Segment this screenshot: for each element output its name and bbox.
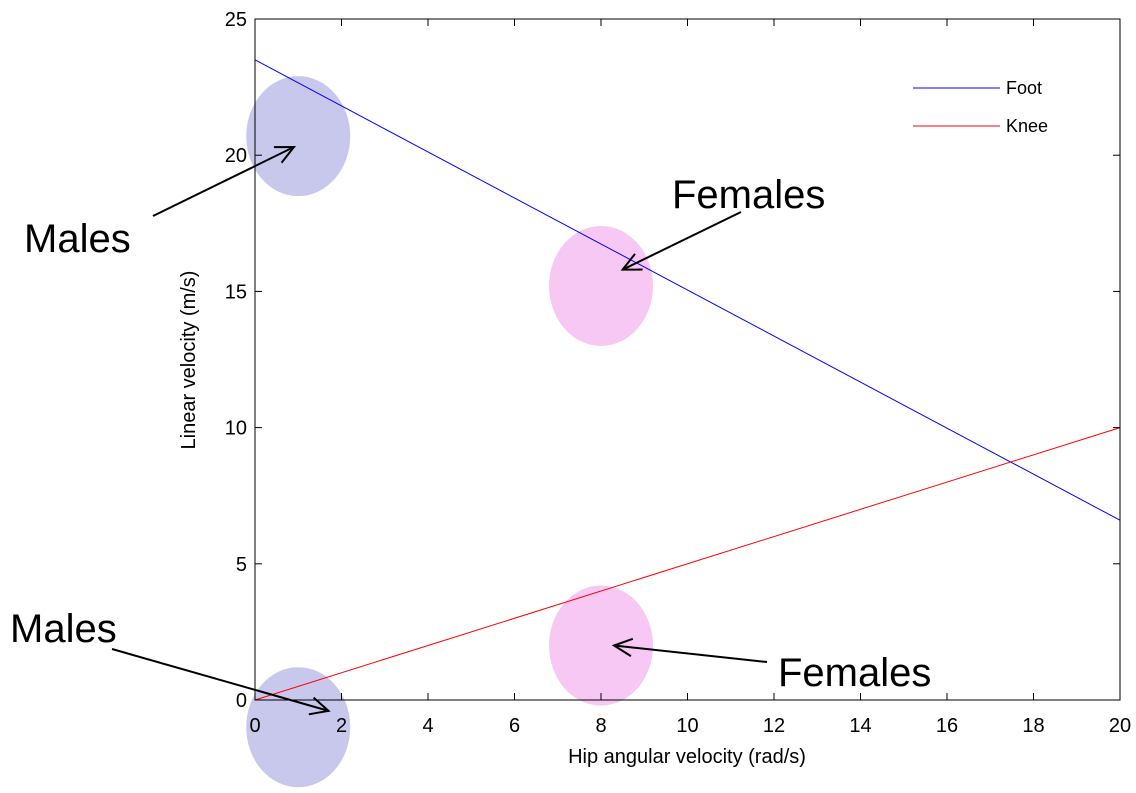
highlight-layer (246, 76, 653, 788)
legend: Foot Knee (913, 78, 1048, 136)
x-tick-label: 4 (422, 715, 433, 737)
annotation-arrow-head-1 (620, 253, 643, 271)
x-tick-label: 18 (1022, 715, 1044, 737)
annotation-label-1: Females (672, 173, 825, 217)
x-tick-label: 10 (676, 715, 698, 737)
annotation-label-2: Males (10, 607, 117, 651)
y-tick-label: 0 (236, 690, 247, 712)
y-tick-label: 15 (225, 281, 247, 303)
annotation-arrow-shaft-0 (152, 146, 295, 217)
series-line-knee (254, 427, 1121, 701)
tick-layer: 0 2 4 6 8 10 12 14 16 18 20 0 5 10 15 20 25 (225, 9, 1131, 737)
annotation-arrow-head-3 (611, 637, 634, 657)
y-tick-label: 10 (225, 418, 247, 440)
annotation-arrow-shaft-3 (613, 644, 768, 663)
highlight-ellipse-males-3 (246, 667, 351, 788)
annotation-label-0: Males (24, 217, 131, 261)
x-tick-label: 0 (249, 715, 260, 737)
x-tick-label: 16 (936, 715, 958, 737)
annotation-arrow-shaft-1 (622, 211, 742, 271)
legend-label-foot: Foot (1006, 78, 1042, 98)
annotation-layer: Males Females Males Females (10, 146, 931, 716)
highlight-ellipse-females-1 (549, 225, 653, 346)
x-tick-label: 2 (336, 715, 347, 737)
highlight-ellipse-females-2 (549, 585, 653, 706)
annotation-arrow-head-0 (273, 146, 296, 164)
annotation-arrow-head-2 (308, 696, 331, 716)
annotation-arrow-shaft-2 (111, 648, 329, 712)
x-tick-label: 20 (1109, 715, 1131, 737)
y-tick-label: 20 (225, 145, 247, 167)
legend-label-knee: Knee (1006, 116, 1048, 136)
annotation-label-3: Females (778, 651, 931, 695)
x-tick-label: 14 (849, 715, 871, 737)
y-axis-title: Linear velocity (m/s) (178, 271, 200, 450)
x-tick-label: 6 (509, 715, 520, 737)
x-axis-title: Hip angular velocity (rad/s) (568, 746, 806, 768)
series-layer (254, 59, 1121, 701)
series-line-foot (254, 59, 1121, 521)
y-tick-label: 5 (236, 554, 247, 576)
y-tick-label: 25 (225, 9, 247, 31)
x-tick-label: 12 (763, 715, 785, 737)
highlight-ellipse-males-0 (246, 76, 351, 197)
plot-frame (254, 18, 1121, 701)
x-tick-label: 8 (595, 715, 606, 737)
